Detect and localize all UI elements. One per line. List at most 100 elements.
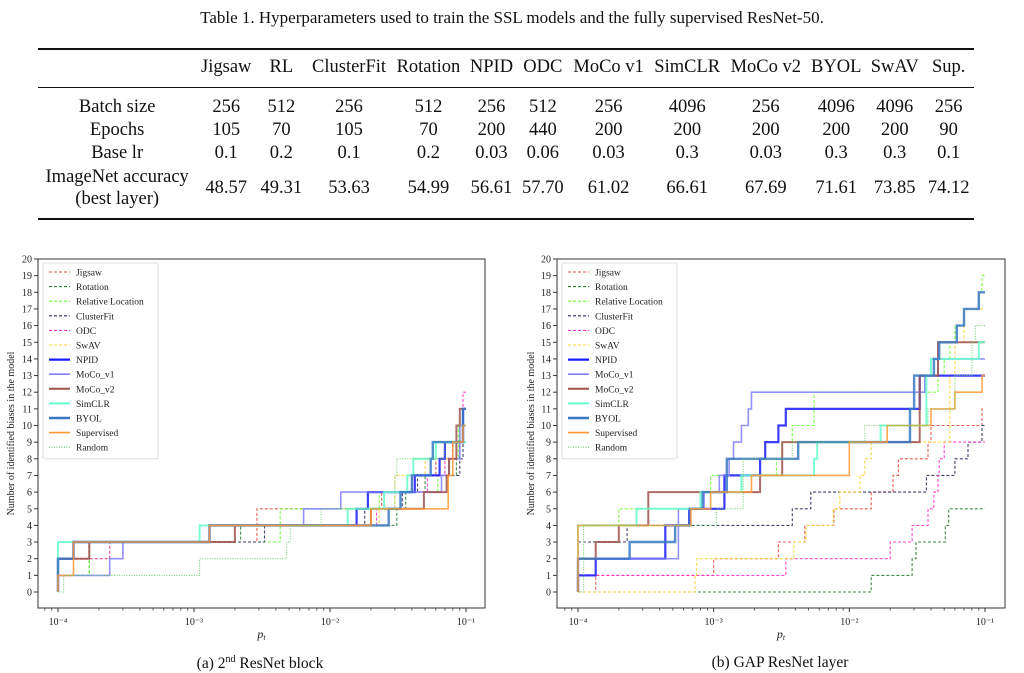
table-cell: 0.1 <box>337 143 361 163</box>
y-tick-label: 20 <box>22 255 32 266</box>
table-cell: 90 <box>939 120 958 140</box>
table-row: Epochs 105 70 105 70 200 440 200 200 200 200 200 90 <box>38 119 974 142</box>
legend-box <box>42 262 159 460</box>
legend-label: NPID <box>595 356 617 366</box>
y-axis-label: Number of identified biases in the model <box>6 351 17 515</box>
table-cell: 48.57 <box>205 178 248 198</box>
legend-label: Jigsaw <box>595 269 621 279</box>
col-header: Jigsaw <box>201 57 252 77</box>
y-tick-label: 6 <box>27 488 32 499</box>
table-row: Base lr 0.1 0.2 0.1 0.2 0.03 0.06 0.03 0.3 0.03 0.… <box>38 142 974 165</box>
table-cell: 53.63 <box>328 178 370 198</box>
y-tick-label: 4 <box>27 521 32 532</box>
y-tick-label: 1 <box>27 571 32 582</box>
series-line-simclr <box>57 441 466 592</box>
row-label-line1: ImageNet accuracy <box>45 167 189 187</box>
x-axis-label: pt <box>256 627 266 642</box>
y-tick-label: 3 <box>546 538 551 549</box>
y-tick-label: 12 <box>22 388 32 399</box>
table-cell: 0.3 <box>675 143 699 163</box>
table-cell: 57.70 <box>522 178 564 198</box>
table-cell: 200 <box>822 120 851 140</box>
table-cell: 4096 <box>876 97 914 117</box>
table-cell: 512 <box>414 97 443 117</box>
table-cell: 67.69 <box>744 178 787 198</box>
y-tick-label: 6 <box>546 488 551 499</box>
y-tick-label: 14 <box>541 354 551 365</box>
y-tick-label: 7 <box>546 471 551 482</box>
table-cell: 0.03 <box>749 143 782 163</box>
table-cell: 66.61 <box>666 178 708 198</box>
y-tick-label: 19 <box>22 271 32 282</box>
table-cell: 70 <box>272 120 291 140</box>
table-cell: 0.3 <box>883 143 907 163</box>
table-cell: 256 <box>477 97 506 117</box>
legend-label: Random <box>595 444 628 454</box>
col-header: NPID <box>469 57 514 77</box>
hyperparameter-table: Jigsaw RL ClusterFit Rotation NPID ODC M… <box>38 48 974 220</box>
y-tick-label: 7 <box>27 471 32 482</box>
y-tick-label: 18 <box>541 288 551 299</box>
legend-label: Rotation <box>76 283 109 293</box>
y-tick-label: 1 <box>546 571 551 582</box>
table-cell: 56.61 <box>470 178 513 198</box>
row-label: ImageNet accuracy (best layer) <box>38 165 196 219</box>
y-tick-label: 19 <box>541 271 551 282</box>
table-row: Batch size 256 512 256 512 256 512 256 4096 256 40… <box>38 88 974 120</box>
table-cell: 4096 <box>817 97 855 117</box>
series-line-simclr <box>577 341 985 592</box>
subcaption-a-sup: nd <box>225 654 236 665</box>
col-header: MoCo v2 <box>730 57 801 77</box>
legend-label: MoCo_v2 <box>595 385 634 395</box>
y-tick-label: 0 <box>546 588 551 599</box>
legend-label: ClusterFit <box>595 312 633 322</box>
table-cell: 256 <box>751 97 780 117</box>
y-tick-label: 12 <box>541 388 551 399</box>
legend-label: SimCLR <box>595 400 629 410</box>
series-line-clusterfit <box>577 424 985 592</box>
table-cell: 200 <box>673 120 702 140</box>
legend-label: ODC <box>76 327 96 337</box>
series-line-rotation <box>57 441 466 592</box>
y-tick-label: 18 <box>22 288 32 299</box>
table-cell: 105 <box>212 120 241 140</box>
table-cell: 73.85 <box>873 178 916 198</box>
y-tick-label: 11 <box>541 404 551 415</box>
table-cell: 74.12 <box>927 178 970 198</box>
x-axis-label: pt <box>776 627 786 642</box>
col-header: ODC <box>523 57 563 77</box>
col-header: Sup. <box>931 57 966 77</box>
subcaption-a-suffix: ResNet block <box>235 655 324 673</box>
col-header: SwAV <box>870 57 919 77</box>
y-tick-label: 10 <box>22 421 32 432</box>
legend-label: BYOL <box>76 415 102 425</box>
x-tick-label: 10⁻² <box>321 617 339 628</box>
table-cell: 512 <box>267 97 296 117</box>
table-row: ImageNet accuracy (best layer) 48.57 49.31 5… <box>38 165 974 219</box>
col-header: Rotation <box>396 57 461 77</box>
table-cell: 49.31 <box>260 178 303 198</box>
subcaption-b: (b) GAP ResNet layer <box>711 654 849 671</box>
table-cell: 256 <box>594 97 623 117</box>
y-tick-label: 9 <box>546 438 551 449</box>
legend-label: SimCLR <box>76 400 110 410</box>
table-header-row: Jigsaw RL ClusterFit Rotation NPID ODC M… <box>38 49 974 88</box>
y-tick-label: 5 <box>27 504 32 515</box>
legend-label: MoCo_v1 <box>76 371 115 381</box>
table-cell: 256 <box>335 97 363 117</box>
legend-label: MoCo_v2 <box>76 385 115 395</box>
table-cell: 256 <box>212 97 241 117</box>
table-cell: 200 <box>880 120 909 140</box>
legend-label: MoCo_v1 <box>595 371 634 381</box>
y-tick-label: 16 <box>541 321 551 332</box>
col-header: BYOL <box>811 57 862 77</box>
subcaption-a-prefix: (a) 2 <box>196 655 226 673</box>
legend-label: NPID <box>76 356 98 366</box>
row-label: Batch size <box>78 97 156 117</box>
x-tick-label: 10⁻³ <box>705 617 723 628</box>
table-cell: 0.2 <box>269 143 293 163</box>
y-tick-label: 17 <box>22 304 32 315</box>
series-line-supervised <box>57 424 466 592</box>
y-tick-label: 4 <box>546 521 551 532</box>
